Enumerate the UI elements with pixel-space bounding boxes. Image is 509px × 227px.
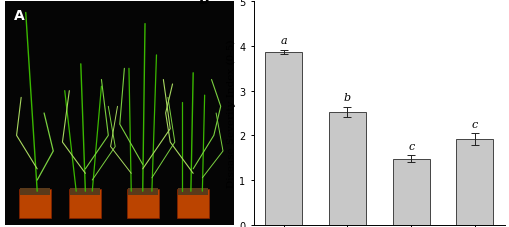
Bar	[328, 113, 365, 225]
Bar	[265, 52, 301, 225]
FancyBboxPatch shape	[20, 188, 50, 195]
FancyBboxPatch shape	[69, 189, 101, 218]
Text: A: A	[14, 9, 25, 23]
Text: a: a	[280, 36, 287, 46]
Text: B: B	[198, 0, 209, 7]
Y-axis label: Disease Severity Index (0-5): Disease Severity Index (0-5)	[227, 39, 236, 188]
Text: c: c	[407, 141, 413, 151]
FancyBboxPatch shape	[177, 189, 209, 218]
FancyBboxPatch shape	[126, 189, 158, 218]
FancyBboxPatch shape	[19, 189, 51, 218]
FancyBboxPatch shape	[178, 188, 208, 195]
FancyBboxPatch shape	[70, 188, 100, 195]
Bar	[392, 159, 429, 225]
FancyBboxPatch shape	[128, 188, 157, 195]
Text: b: b	[343, 93, 350, 103]
Bar	[456, 139, 493, 225]
Text: c: c	[471, 119, 477, 129]
